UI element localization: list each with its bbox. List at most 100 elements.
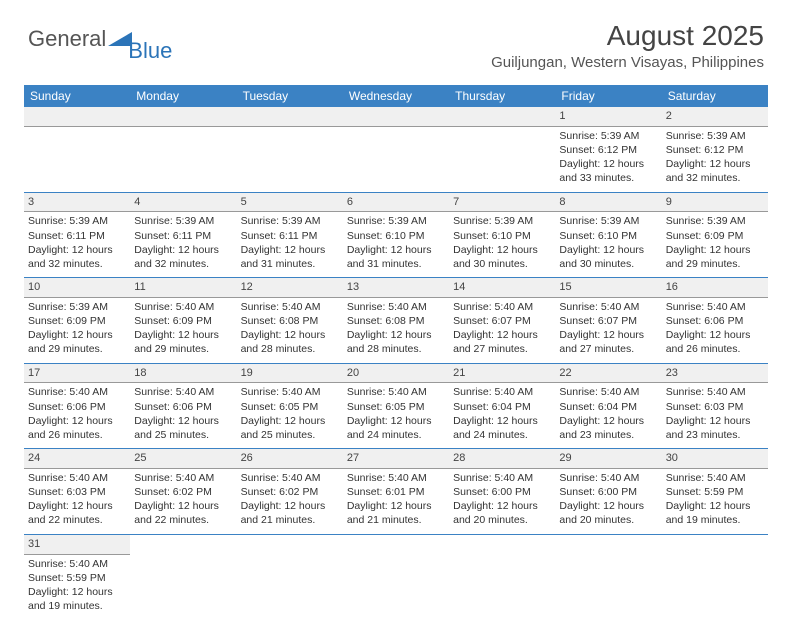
cell-line: and 21 minutes. (241, 513, 339, 527)
logo: General Blue (28, 20, 178, 52)
logo-word1: General (28, 26, 106, 52)
cell-line: Sunset: 6:10 PM (347, 229, 445, 243)
logo-word2: Blue (128, 38, 172, 64)
cell-line: Daylight: 12 hours (666, 499, 764, 513)
cell-line: Daylight: 12 hours (28, 328, 126, 342)
cell-line: Daylight: 12 hours (241, 499, 339, 513)
day-number: 19 (237, 364, 343, 384)
cell-line: Sunrise: 5:39 AM (453, 214, 551, 228)
cell-line: Sunrise: 5:40 AM (134, 300, 232, 314)
cell-line: Sunrise: 5:39 AM (28, 214, 126, 228)
cell-line: Sunset: 5:59 PM (666, 485, 764, 499)
cell-line: Daylight: 12 hours (347, 328, 445, 342)
cell-line: Daylight: 12 hours (666, 328, 764, 342)
cell-line: Sunrise: 5:39 AM (559, 129, 657, 143)
cell-line: Sunrise: 5:40 AM (559, 471, 657, 485)
calendar-cell: 25Sunrise: 5:40 AMSunset: 6:02 PMDayligh… (130, 449, 236, 535)
calendar-cell: 9Sunrise: 5:39 AMSunset: 6:09 PMDaylight… (662, 192, 768, 278)
cell-line: Daylight: 12 hours (241, 243, 339, 257)
calendar-cell: 8Sunrise: 5:39 AMSunset: 6:10 PMDaylight… (555, 192, 661, 278)
cell-line: and 29 minutes. (666, 257, 764, 271)
cell-line: Sunrise: 5:39 AM (666, 129, 764, 143)
cell-line: Sunrise: 5:39 AM (666, 214, 764, 228)
cell-line: Daylight: 12 hours (28, 243, 126, 257)
cell-line: and 32 minutes. (28, 257, 126, 271)
cell-line: and 24 minutes. (453, 428, 551, 442)
cell-line: and 27 minutes. (453, 342, 551, 356)
cell-line: Sunrise: 5:40 AM (28, 471, 126, 485)
cell-line: Daylight: 12 hours (666, 414, 764, 428)
cell-line: Sunset: 6:00 PM (453, 485, 551, 499)
day-number: 26 (237, 449, 343, 469)
cell-line: Sunset: 6:07 PM (453, 314, 551, 328)
cell-line: Sunset: 6:10 PM (559, 229, 657, 243)
cell-line: Daylight: 12 hours (559, 414, 657, 428)
cell-line: Sunrise: 5:40 AM (666, 300, 764, 314)
cell-line: Sunrise: 5:39 AM (559, 214, 657, 228)
day-number: 1 (555, 107, 661, 127)
header: General Blue August 2025 Guiljungan, Wes… (0, 0, 792, 79)
cell-line: Daylight: 12 hours (28, 585, 126, 599)
day-number: 15 (555, 278, 661, 298)
cell-line: Sunset: 6:09 PM (666, 229, 764, 243)
day-number-empty (130, 107, 236, 127)
calendar-cell: 16Sunrise: 5:40 AMSunset: 6:06 PMDayligh… (662, 278, 768, 364)
weekday-header: Friday (555, 85, 661, 107)
cell-line: Sunset: 6:06 PM (134, 400, 232, 414)
weekday-header: Wednesday (343, 85, 449, 107)
calendar-cell: 14Sunrise: 5:40 AMSunset: 6:07 PMDayligh… (449, 278, 555, 364)
calendar-row: 31Sunrise: 5:40 AMSunset: 5:59 PMDayligh… (24, 534, 768, 619)
cell-line: Sunset: 6:09 PM (134, 314, 232, 328)
cell-line: Sunrise: 5:40 AM (134, 471, 232, 485)
cell-line: and 22 minutes. (134, 513, 232, 527)
cell-line: Sunrise: 5:40 AM (241, 385, 339, 399)
calendar-cell: 21Sunrise: 5:40 AMSunset: 6:04 PMDayligh… (449, 363, 555, 449)
calendar-cell: 22Sunrise: 5:40 AMSunset: 6:04 PMDayligh… (555, 363, 661, 449)
cell-line: Daylight: 12 hours (559, 243, 657, 257)
cell-line: and 30 minutes. (559, 257, 657, 271)
calendar-cell: 26Sunrise: 5:40 AMSunset: 6:02 PMDayligh… (237, 449, 343, 535)
cell-line: and 28 minutes. (241, 342, 339, 356)
calendar-row: 1Sunrise: 5:39 AMSunset: 6:12 PMDaylight… (24, 107, 768, 192)
day-number: 2 (662, 107, 768, 127)
cell-line: Sunrise: 5:40 AM (347, 300, 445, 314)
cell-line: Daylight: 12 hours (559, 157, 657, 171)
cell-line: Sunrise: 5:40 AM (453, 471, 551, 485)
cell-line: Sunrise: 5:40 AM (666, 471, 764, 485)
cell-line: and 26 minutes. (666, 342, 764, 356)
calendar-cell: 1Sunrise: 5:39 AMSunset: 6:12 PMDaylight… (555, 107, 661, 192)
calendar-cell: 5Sunrise: 5:39 AMSunset: 6:11 PMDaylight… (237, 192, 343, 278)
cell-line: Sunrise: 5:39 AM (134, 214, 232, 228)
cell-line: Sunrise: 5:40 AM (559, 300, 657, 314)
cell-line: and 30 minutes. (453, 257, 551, 271)
calendar-cell: 27Sunrise: 5:40 AMSunset: 6:01 PMDayligh… (343, 449, 449, 535)
day-number-empty (343, 107, 449, 127)
cell-line: Sunrise: 5:40 AM (28, 557, 126, 571)
calendar-cell-empty (343, 534, 449, 619)
title-block: August 2025 Guiljungan, Western Visayas,… (491, 20, 764, 71)
cell-line: and 25 minutes. (241, 428, 339, 442)
cell-line: Daylight: 12 hours (666, 243, 764, 257)
calendar-cell: 11Sunrise: 5:40 AMSunset: 6:09 PMDayligh… (130, 278, 236, 364)
calendar-cell: 3Sunrise: 5:39 AMSunset: 6:11 PMDaylight… (24, 192, 130, 278)
calendar-cell: 18Sunrise: 5:40 AMSunset: 6:06 PMDayligh… (130, 363, 236, 449)
cell-line: Sunrise: 5:39 AM (28, 300, 126, 314)
cell-line: Sunset: 6:08 PM (347, 314, 445, 328)
day-number: 9 (662, 193, 768, 213)
cell-line: Daylight: 12 hours (134, 414, 232, 428)
cell-line: and 21 minutes. (347, 513, 445, 527)
cell-line: and 27 minutes. (559, 342, 657, 356)
cell-line: Sunrise: 5:40 AM (453, 385, 551, 399)
calendar-row: 17Sunrise: 5:40 AMSunset: 6:06 PMDayligh… (24, 363, 768, 449)
cell-line: Sunset: 6:11 PM (134, 229, 232, 243)
cell-line: and 19 minutes. (666, 513, 764, 527)
cell-line: and 31 minutes. (347, 257, 445, 271)
cell-line: Daylight: 12 hours (559, 328, 657, 342)
cell-line: and 19 minutes. (28, 599, 126, 613)
cell-line: Sunset: 6:04 PM (453, 400, 551, 414)
cell-line: Sunset: 6:00 PM (559, 485, 657, 499)
day-number: 7 (449, 193, 555, 213)
calendar-cell: 15Sunrise: 5:40 AMSunset: 6:07 PMDayligh… (555, 278, 661, 364)
cell-line: Daylight: 12 hours (134, 328, 232, 342)
day-number: 10 (24, 278, 130, 298)
